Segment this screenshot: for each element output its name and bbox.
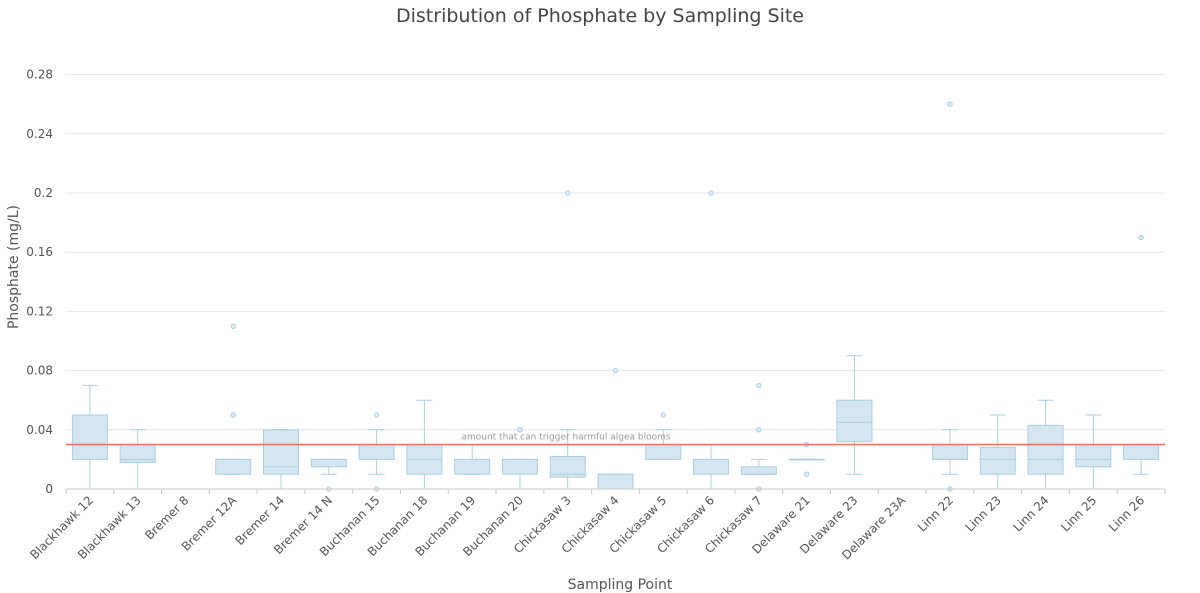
box-bremer-14: [263, 429, 300, 490]
iqr-box: [979, 447, 1016, 475]
outlier-point: [373, 412, 380, 418]
y-tick-label: 0.2: [34, 186, 53, 200]
outlier-point: [1138, 234, 1144, 241]
iqr-box: [454, 458, 491, 475]
iqr-box: [645, 444, 682, 460]
iqr-box: [1075, 444, 1112, 468]
box-blackhawk-13: [119, 429, 156, 490]
iqr-box: [310, 458, 347, 468]
iqr-box: [501, 458, 538, 475]
reference-line-group: amount that can trigger harmful algea bl…: [66, 433, 1165, 446]
box-blackhawk-12: [71, 384, 108, 490]
iqr-box: [836, 399, 873, 443]
y-tick-label: 0: [45, 482, 53, 496]
box-delaware-21: [788, 441, 825, 477]
box-bremer-14-n: [310, 458, 347, 492]
box-linn-25: [1075, 414, 1112, 490]
box-chickasaw-7: [740, 382, 777, 492]
iqr-box: [931, 444, 968, 460]
iqr-box: [1123, 444, 1160, 460]
y-tick-label: 0.16: [26, 245, 53, 259]
outlier-point: [565, 190, 571, 196]
outlier-point: [756, 427, 762, 433]
box-delaware-23: [836, 355, 873, 475]
outlier-point: [947, 101, 953, 107]
gridlines: [66, 74, 1165, 431]
y-tick-label: 0.28: [26, 68, 53, 82]
box-buchanan-20: [501, 427, 538, 490]
outlier-point: [708, 190, 714, 196]
outlier-point: [803, 471, 810, 477]
y-axis-ticks: 0 0.04 0.08 0.12 0.16 0.2 0.24 0.28: [26, 68, 53, 496]
box-linn-23: [979, 414, 1016, 490]
outlier-point: [230, 323, 236, 329]
x-category-label: Linn 22: [915, 493, 956, 534]
box-chickasaw-4: [597, 367, 634, 490]
x-axis-title: Sampling Point: [568, 577, 673, 593]
iqr-box: [263, 429, 300, 475]
reference-line-label: amount that can trigger harmful algea bl…: [461, 433, 670, 443]
iqr-box: [549, 455, 586, 478]
iqr-box: [597, 473, 634, 490]
y-tick-label: 0.12: [26, 304, 53, 318]
x-category-label: Linn 23: [963, 493, 1004, 534]
x-category-label: Linn 24: [1010, 493, 1051, 534]
outlier-point: [756, 382, 762, 389]
y-axis-title: Phosphate (mg/L): [6, 205, 22, 329]
box-buchanan-19: [454, 444, 491, 475]
outlier-point: [612, 367, 619, 374]
outlier-point: [660, 412, 666, 418]
iqr-box: [71, 414, 108, 460]
box-linn-22: [931, 101, 968, 492]
y-tick-label: 0.24: [26, 127, 53, 141]
box-chickasaw-3: [549, 190, 586, 490]
y-tick-label: 0.08: [26, 364, 53, 378]
iqr-box: [1027, 424, 1064, 475]
box-linn-26: [1123, 234, 1160, 475]
iqr-box: [215, 458, 252, 475]
box-bremer-12a: [215, 323, 252, 475]
y-tick-label: 0.04: [26, 423, 53, 437]
outlier-point: [517, 427, 523, 433]
box-buchanan-18: [406, 399, 443, 490]
iqr-box: [740, 466, 777, 475]
iqr-box: [358, 444, 395, 460]
box-chickasaw-6: [693, 190, 730, 490]
iqr-box: [693, 458, 730, 475]
chart-title: Distribution of Phosphate by Sampling Si…: [396, 5, 804, 27]
x-category-label: Linn 25: [1058, 493, 1099, 534]
x-category-label: Bremer 8: [142, 493, 191, 542]
box-buchanan-15: [358, 412, 395, 492]
outlier-point: [230, 412, 236, 418]
x-category-label: Linn 26: [1106, 493, 1147, 534]
